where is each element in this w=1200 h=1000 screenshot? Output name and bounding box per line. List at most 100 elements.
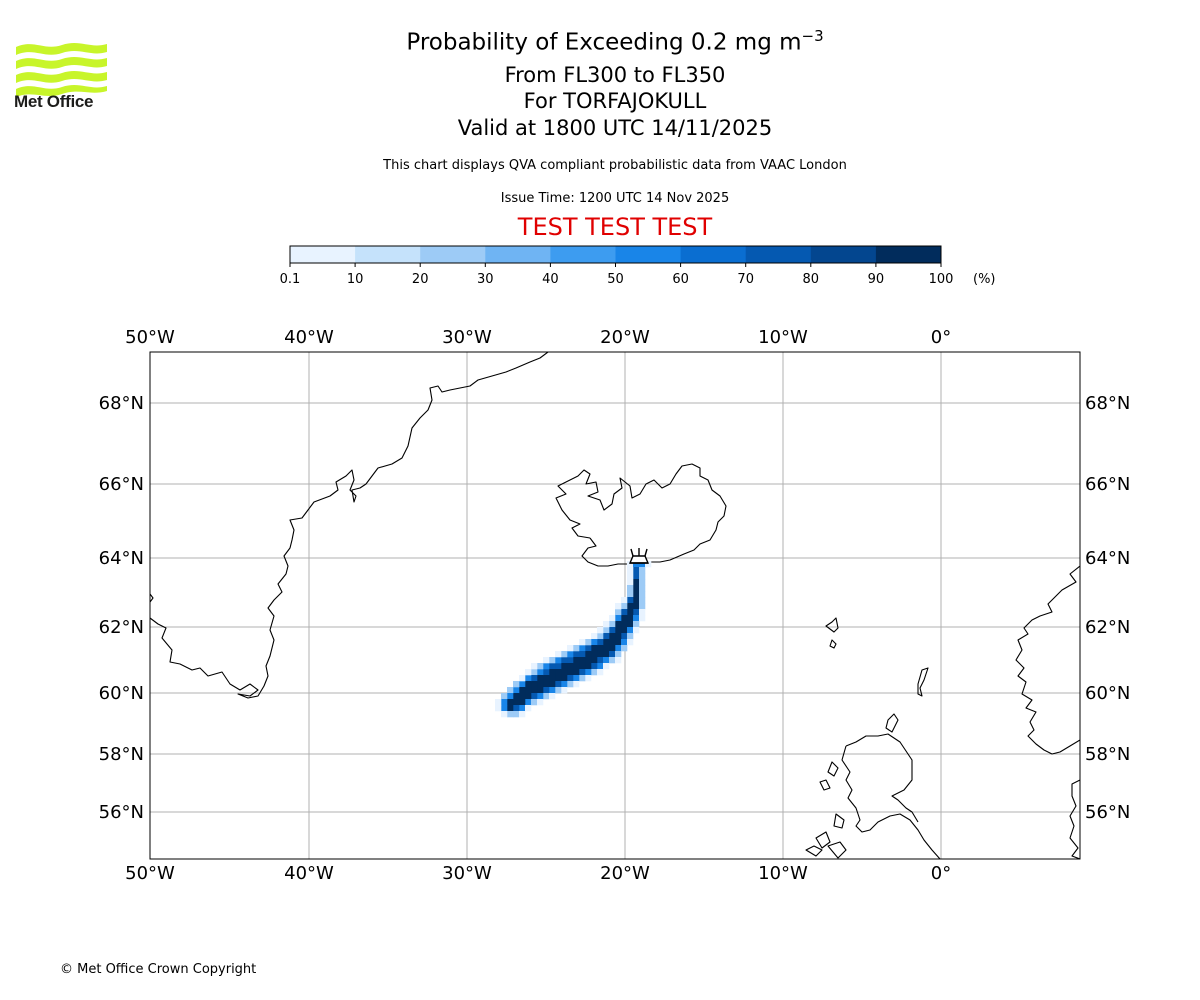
plume-cell	[609, 633, 616, 640]
plume-cell	[585, 663, 592, 670]
plume-cell	[627, 591, 634, 598]
plume-cell	[561, 651, 568, 658]
plume-cell	[591, 645, 598, 652]
longitude-label: 30°W	[442, 327, 492, 348]
plume-cell	[615, 633, 622, 640]
plume-cell	[585, 651, 592, 658]
plume-cell	[513, 693, 520, 700]
plume-cell	[585, 657, 592, 664]
plume-cell	[561, 663, 568, 670]
plume-cell	[627, 609, 634, 616]
plume-cell	[555, 657, 562, 664]
latitude-label: 60°N	[99, 683, 144, 704]
plume-cell	[537, 675, 544, 682]
faroe-islands-coastline	[825, 617, 839, 649]
latitude-label: 56°N	[1085, 802, 1130, 823]
plume-cell	[627, 627, 634, 634]
plume-cell	[561, 675, 568, 682]
graticule	[150, 352, 1080, 859]
latitude-label: 60°N	[1085, 683, 1130, 704]
latitude-label: 64°N	[99, 548, 144, 569]
plume-cell	[591, 639, 598, 646]
plume-cell	[531, 699, 538, 706]
plume-cell	[531, 675, 538, 682]
plume-cell	[567, 645, 574, 652]
plume-cell	[513, 711, 520, 718]
plume-cell	[519, 675, 526, 682]
plume-cell	[639, 585, 646, 592]
plume-cell	[495, 699, 502, 706]
ash-probability-plume	[495, 555, 652, 718]
chart-title: Probability of Exceeding 0.2 mg m−3	[406, 27, 824, 56]
plume-cell	[561, 681, 568, 688]
plume-cell	[525, 699, 532, 706]
plume-cell	[549, 687, 556, 694]
plume-cell	[633, 627, 640, 634]
longitude-label: 50°W	[125, 863, 175, 884]
plume-cell	[573, 681, 580, 688]
plume-cell	[507, 687, 514, 694]
plume-cell	[543, 693, 550, 700]
plume-cell	[567, 651, 574, 658]
latitude-label: 56°N	[99, 802, 144, 823]
plume-cell	[591, 633, 598, 640]
plume-cell	[537, 663, 544, 670]
plume-cell	[603, 627, 610, 634]
chart-description: This chart displays QVA compliant probab…	[383, 158, 847, 173]
longitude-label: 40°W	[284, 863, 334, 884]
orkney-coastline	[885, 713, 899, 733]
issue-time: Issue Time: 1200 UTC 14 Nov 2025	[500, 191, 730, 206]
plume-cell	[639, 597, 646, 604]
latitude-label: 66°N	[1085, 474, 1130, 495]
plume-cell	[627, 633, 634, 640]
plume-cell	[627, 579, 634, 586]
volcano-name: For TORFAJOKULL	[523, 89, 707, 113]
longitude-label: 20°W	[600, 863, 650, 884]
plume-cell	[639, 591, 646, 598]
plume-cell	[615, 657, 622, 664]
plume-cell	[573, 651, 580, 658]
plume-cell	[537, 687, 544, 694]
plume-cell	[627, 567, 634, 574]
plume-cell	[531, 681, 538, 688]
plume-cell	[519, 681, 526, 688]
plume-cell	[633, 573, 640, 580]
flight-levels: From FL300 to FL350	[504, 63, 726, 87]
plume-cell	[603, 639, 610, 646]
plume-cell	[555, 669, 562, 676]
plume-cell	[633, 591, 640, 598]
plume-cell	[525, 693, 532, 700]
met-office-logo-text: Met Office	[14, 92, 94, 111]
test-banner: TEST TEST TEST	[517, 213, 713, 241]
plume-cell	[573, 675, 580, 682]
plume-cell	[603, 645, 610, 652]
plume-cell	[621, 603, 628, 610]
plume-cell	[645, 561, 652, 568]
plume-cell	[525, 687, 532, 694]
plume-cell	[627, 597, 634, 604]
plume-cell	[579, 663, 586, 670]
plume-cell	[627, 585, 634, 592]
plume-cell	[627, 615, 634, 622]
norway-coastline	[1015, 565, 1080, 859]
plume-cell	[519, 693, 526, 700]
plume-cell	[495, 705, 502, 712]
plume-cell	[519, 705, 526, 712]
plume-cell	[531, 693, 538, 700]
plume-cell	[573, 645, 580, 652]
plume-cell	[615, 651, 622, 658]
plume-cell	[579, 657, 586, 664]
plume-cell	[537, 681, 544, 688]
plume-cell	[603, 633, 610, 640]
plume-cell	[615, 603, 622, 610]
plume-cell	[621, 621, 628, 628]
plume-cell	[603, 651, 610, 658]
plume-cell	[627, 639, 634, 646]
volcano-icon	[628, 548, 650, 564]
map-frame	[149, 351, 1081, 860]
plume-cell	[555, 681, 562, 688]
plume-cell	[567, 663, 574, 670]
latitude-label: 58°N	[99, 744, 144, 765]
plume-cell	[573, 657, 580, 664]
plume-cell	[633, 621, 640, 628]
